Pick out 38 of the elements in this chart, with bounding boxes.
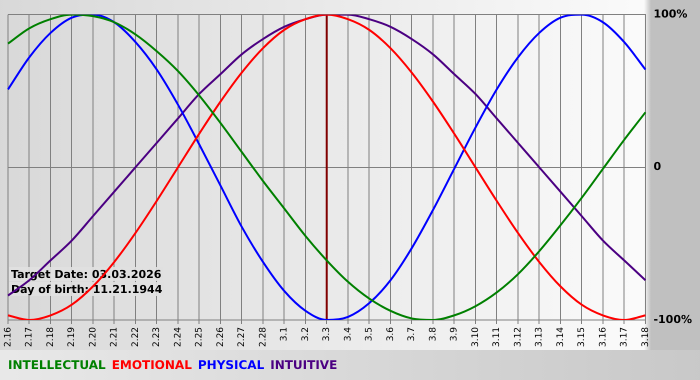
x-tick-label: 2.26 xyxy=(216,326,226,348)
x-tick-label: 2.21 xyxy=(110,326,120,348)
x-tick-label: 3.6 xyxy=(386,326,396,342)
x-tick-label: 2.28 xyxy=(258,326,268,348)
x-tick-label: 3.15 xyxy=(577,326,588,348)
x-tick-label: 2.20 xyxy=(88,326,98,348)
x-tick-label: 3.10 xyxy=(470,326,481,348)
x-tick-label: 3.8 xyxy=(428,326,438,342)
text: INTUITIVE xyxy=(270,358,338,372)
text: INTELLECTUAL xyxy=(8,358,106,372)
x-tick-label: 2.17 xyxy=(24,326,35,348)
x-tick-label: 2.24 xyxy=(173,326,184,348)
x-tick-label: 3.14 xyxy=(556,326,566,348)
x-tick-label: 3.3 xyxy=(322,326,332,342)
x-tick-label: 3.17 xyxy=(620,326,630,348)
x-tick-label: 2.18 xyxy=(46,326,56,348)
x-tick-label: 2.23 xyxy=(152,326,162,348)
x-tick-label: 3.9 xyxy=(450,326,460,342)
y-tick-label: -100% xyxy=(653,312,692,326)
y-tick-label: 100% xyxy=(653,7,688,20)
x-tick-label: 2.22 xyxy=(130,326,141,348)
x-tick-label: 3.2 xyxy=(300,326,311,342)
x-tick-label: 2.27 xyxy=(237,326,248,348)
x-tick-label: 3.7 xyxy=(407,326,418,342)
x-tick-label: 3.11 xyxy=(492,326,502,348)
text: PHYSICAL xyxy=(198,358,264,372)
y-tick-label: 0 xyxy=(653,160,662,174)
x-tick-label: 3.16 xyxy=(598,326,608,348)
x-tick-label: 3.5 xyxy=(364,326,375,342)
x-tick-label: 2.19 xyxy=(67,326,78,348)
x-tick-label: 3.12 xyxy=(513,326,524,348)
x-tick-label: 2.16 xyxy=(3,326,14,348)
x-tick-label: 3.18 xyxy=(640,326,651,348)
x-tick-label: 3.4 xyxy=(343,326,354,342)
x-tick-label: 3.1 xyxy=(280,326,290,342)
x-tick-label: 3.13 xyxy=(534,326,545,348)
text: EMOTIONAL xyxy=(112,358,192,372)
x-tick-label: 2.25 xyxy=(194,326,205,348)
